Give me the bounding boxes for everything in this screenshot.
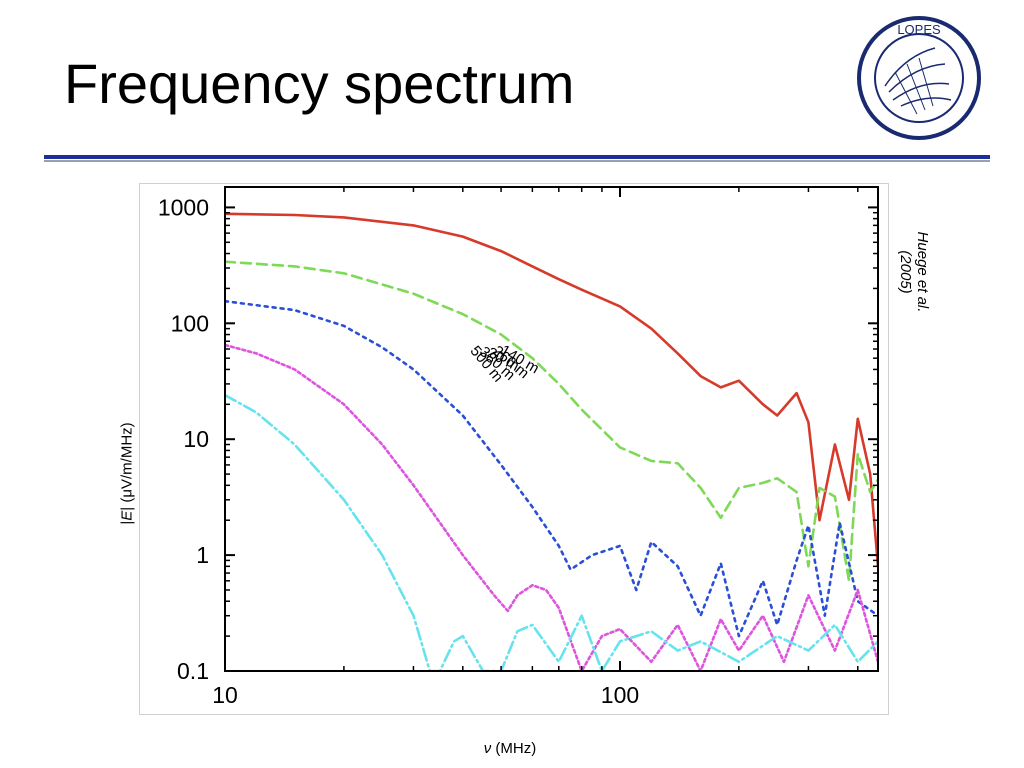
x-tick-label: 100 [601,682,639,708]
slide-title: Frequency spectrum [64,52,575,115]
y-tick-label: 1 [196,542,209,568]
y-tick-label: 0.1 [177,658,209,684]
series-line-260m [225,299,878,638]
y-tick-label: 1000 [158,194,209,220]
citation-credit: Huege et al. (2005) [897,231,931,313]
header-rule [44,155,990,159]
y-axis-label: |E| (μV/m/MHz) [118,422,136,525]
series-line-380m [225,343,878,671]
series-line-20m [225,212,878,568]
plot-area-border [224,186,879,672]
x-axis-label: ν (MHz) [483,740,537,757]
header-rule-shadow [44,160,990,162]
y-tick-label: 10 [183,426,209,452]
lopes-logo: LOPES [857,16,981,140]
x-tick-label: 10 [212,682,238,708]
series-line-500m [225,393,878,671]
chart-frame [139,183,889,715]
series-line-140m [225,260,878,583]
logo-text: LOPES [897,22,941,37]
y-tick-label: 100 [171,310,209,336]
